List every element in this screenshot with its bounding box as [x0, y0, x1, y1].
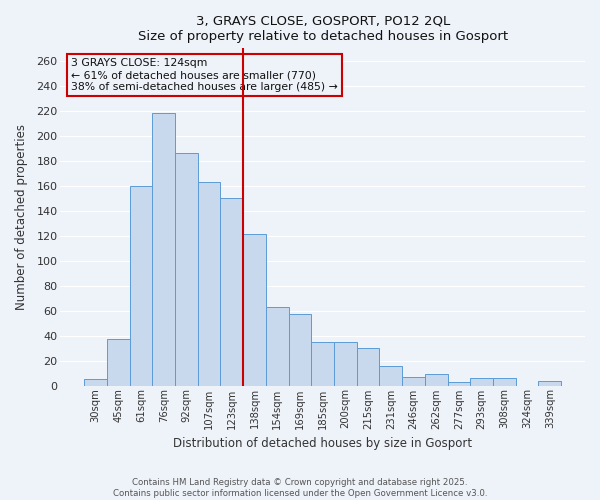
- Bar: [175, 153, 198, 386]
- Bar: [152, 114, 175, 386]
- Bar: [425, 374, 448, 386]
- Bar: [266, 307, 289, 386]
- Bar: [470, 378, 493, 386]
- Text: 3 GRAYS CLOSE: 124sqm
← 61% of detached houses are smaller (770)
38% of semi-det: 3 GRAYS CLOSE: 124sqm ← 61% of detached …: [71, 58, 338, 92]
- Bar: [334, 342, 357, 386]
- Bar: [220, 198, 243, 386]
- X-axis label: Distribution of detached houses by size in Gosport: Distribution of detached houses by size …: [173, 437, 472, 450]
- Y-axis label: Number of detached properties: Number of detached properties: [15, 124, 28, 310]
- Bar: [493, 378, 516, 386]
- Bar: [357, 348, 379, 386]
- Bar: [84, 380, 107, 386]
- Bar: [289, 314, 311, 386]
- Bar: [198, 182, 220, 386]
- Bar: [311, 342, 334, 386]
- Bar: [379, 366, 402, 386]
- Bar: [448, 382, 470, 386]
- Bar: [538, 380, 561, 386]
- Bar: [130, 186, 152, 386]
- Text: Contains HM Land Registry data © Crown copyright and database right 2025.
Contai: Contains HM Land Registry data © Crown c…: [113, 478, 487, 498]
- Bar: [107, 340, 130, 386]
- Title: 3, GRAYS CLOSE, GOSPORT, PO12 2QL
Size of property relative to detached houses i: 3, GRAYS CLOSE, GOSPORT, PO12 2QL Size o…: [137, 15, 508, 43]
- Bar: [402, 377, 425, 386]
- Bar: [243, 234, 266, 386]
